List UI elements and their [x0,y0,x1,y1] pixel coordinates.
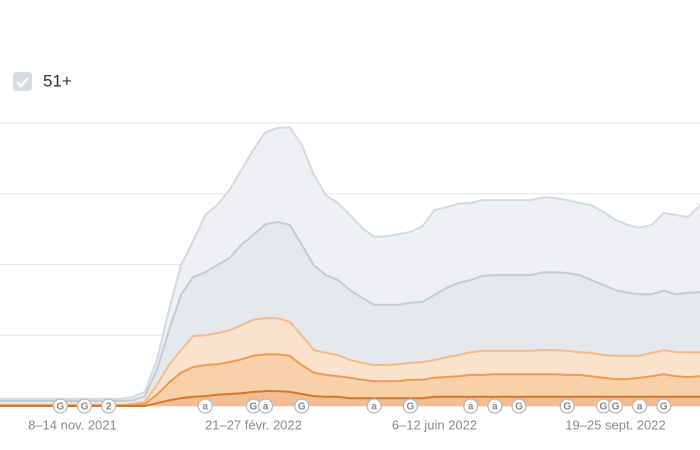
annotation-label: a [263,402,269,413]
filter-label: 51+ [43,71,72,90]
annotation-label: a [371,402,377,413]
annotation-marker [463,398,479,414]
annotation-label: G [250,402,258,413]
annotation-marker [366,398,382,414]
annotation-label: G [81,402,89,413]
annotation-marker [402,398,418,414]
x-tick-label: 21–27 févr. 2022 [205,417,302,432]
annotation-label: G [600,402,608,413]
annotation-label: G [563,402,571,413]
checkbox[interactable] [13,72,32,91]
line [0,390,700,407]
x-tick-label: 6–12 juin 2022 [392,417,477,432]
annotation-marker [197,398,213,414]
annotation-marker [559,398,575,414]
annotation-label: G [660,402,668,413]
annotation-label: G [515,402,523,413]
x-tick-label: 8–14 nov. 2021 [28,417,117,432]
annotation-label: G [298,402,306,413]
annotation-label: a [637,402,643,413]
annotation-marker [632,398,648,414]
annotation-marker [52,398,68,414]
annotation-marker [607,398,624,414]
check-mark [16,77,29,88]
annotation-label: G [406,402,414,413]
annotation-marker [257,398,274,414]
annotation-marker [487,398,503,414]
annotation-marker [656,398,672,414]
x-tick-label: 19–25 sept. 2022 [565,417,665,432]
area [0,354,700,406]
annotation-label: 2 [106,402,112,413]
annotation-label: a [202,402,208,413]
line [0,126,700,400]
annotation-marker [294,398,310,414]
annotation-label: a [468,402,474,413]
annotation-label: G [612,402,620,413]
annotation-label: a [492,402,498,413]
line [0,221,700,402]
annotation-marker [76,398,93,414]
annotation-label: G [56,402,64,413]
annotation-marker [511,398,527,414]
annotation-marker [100,398,117,414]
